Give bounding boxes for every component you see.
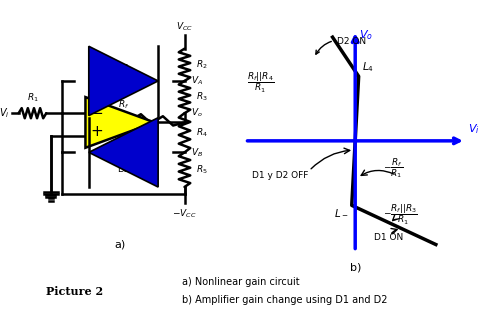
Text: $R_2$: $R_2$ xyxy=(196,59,208,71)
Text: a): a) xyxy=(114,239,126,249)
Text: $R_1$: $R_1$ xyxy=(26,92,38,105)
Text: $V_B$: $V_B$ xyxy=(192,146,204,159)
Polygon shape xyxy=(89,46,158,115)
Text: $R_4$: $R_4$ xyxy=(196,126,208,139)
Text: b): b) xyxy=(349,263,361,273)
Text: $V_{CC}$: $V_{CC}$ xyxy=(176,20,193,33)
Text: $L_4$: $L_4$ xyxy=(362,60,374,74)
Text: $R_5$: $R_5$ xyxy=(196,163,208,176)
Text: $R_3$: $R_3$ xyxy=(196,91,208,103)
Text: b) Amplifier gain change using D1 and D2: b) Amplifier gain change using D1 and D2 xyxy=(182,295,388,305)
Text: $\dfrac{R_f||R_4}{R_1}$: $\dfrac{R_f||R_4}{R_1}$ xyxy=(247,71,274,95)
Text: $-\dfrac{R_f}{R_1}$: $-\dfrac{R_f}{R_1}$ xyxy=(383,156,403,180)
Text: D2: D2 xyxy=(117,165,130,174)
Polygon shape xyxy=(89,118,158,187)
Text: D1 y D2 OFF: D1 y D2 OFF xyxy=(252,171,308,180)
Text: a) Nonlinear gain circuit: a) Nonlinear gain circuit xyxy=(182,277,300,287)
Text: +: + xyxy=(91,124,103,139)
Text: D2 ON: D2 ON xyxy=(316,37,366,54)
Text: $V_i$: $V_i$ xyxy=(0,106,10,120)
Text: D1 ON: D1 ON xyxy=(373,233,403,242)
Polygon shape xyxy=(85,97,155,148)
Text: −: − xyxy=(91,106,103,121)
Text: $-V_{CC}$: $-V_{CC}$ xyxy=(172,208,197,220)
Text: D1: D1 xyxy=(117,64,130,73)
Text: $-\dfrac{R_f||R_3}{R_1}$: $-\dfrac{R_f||R_3}{R_1}$ xyxy=(383,203,418,227)
Text: $R_f$: $R_f$ xyxy=(118,98,129,111)
Text: $L_-$: $L_-$ xyxy=(334,208,348,218)
Text: $V_o$: $V_o$ xyxy=(192,107,203,120)
Text: $V_o$: $V_o$ xyxy=(359,28,372,42)
Text: Picture 2: Picture 2 xyxy=(46,285,103,297)
Text: $V_i$: $V_i$ xyxy=(468,122,480,136)
Text: $V_A$: $V_A$ xyxy=(192,75,204,87)
